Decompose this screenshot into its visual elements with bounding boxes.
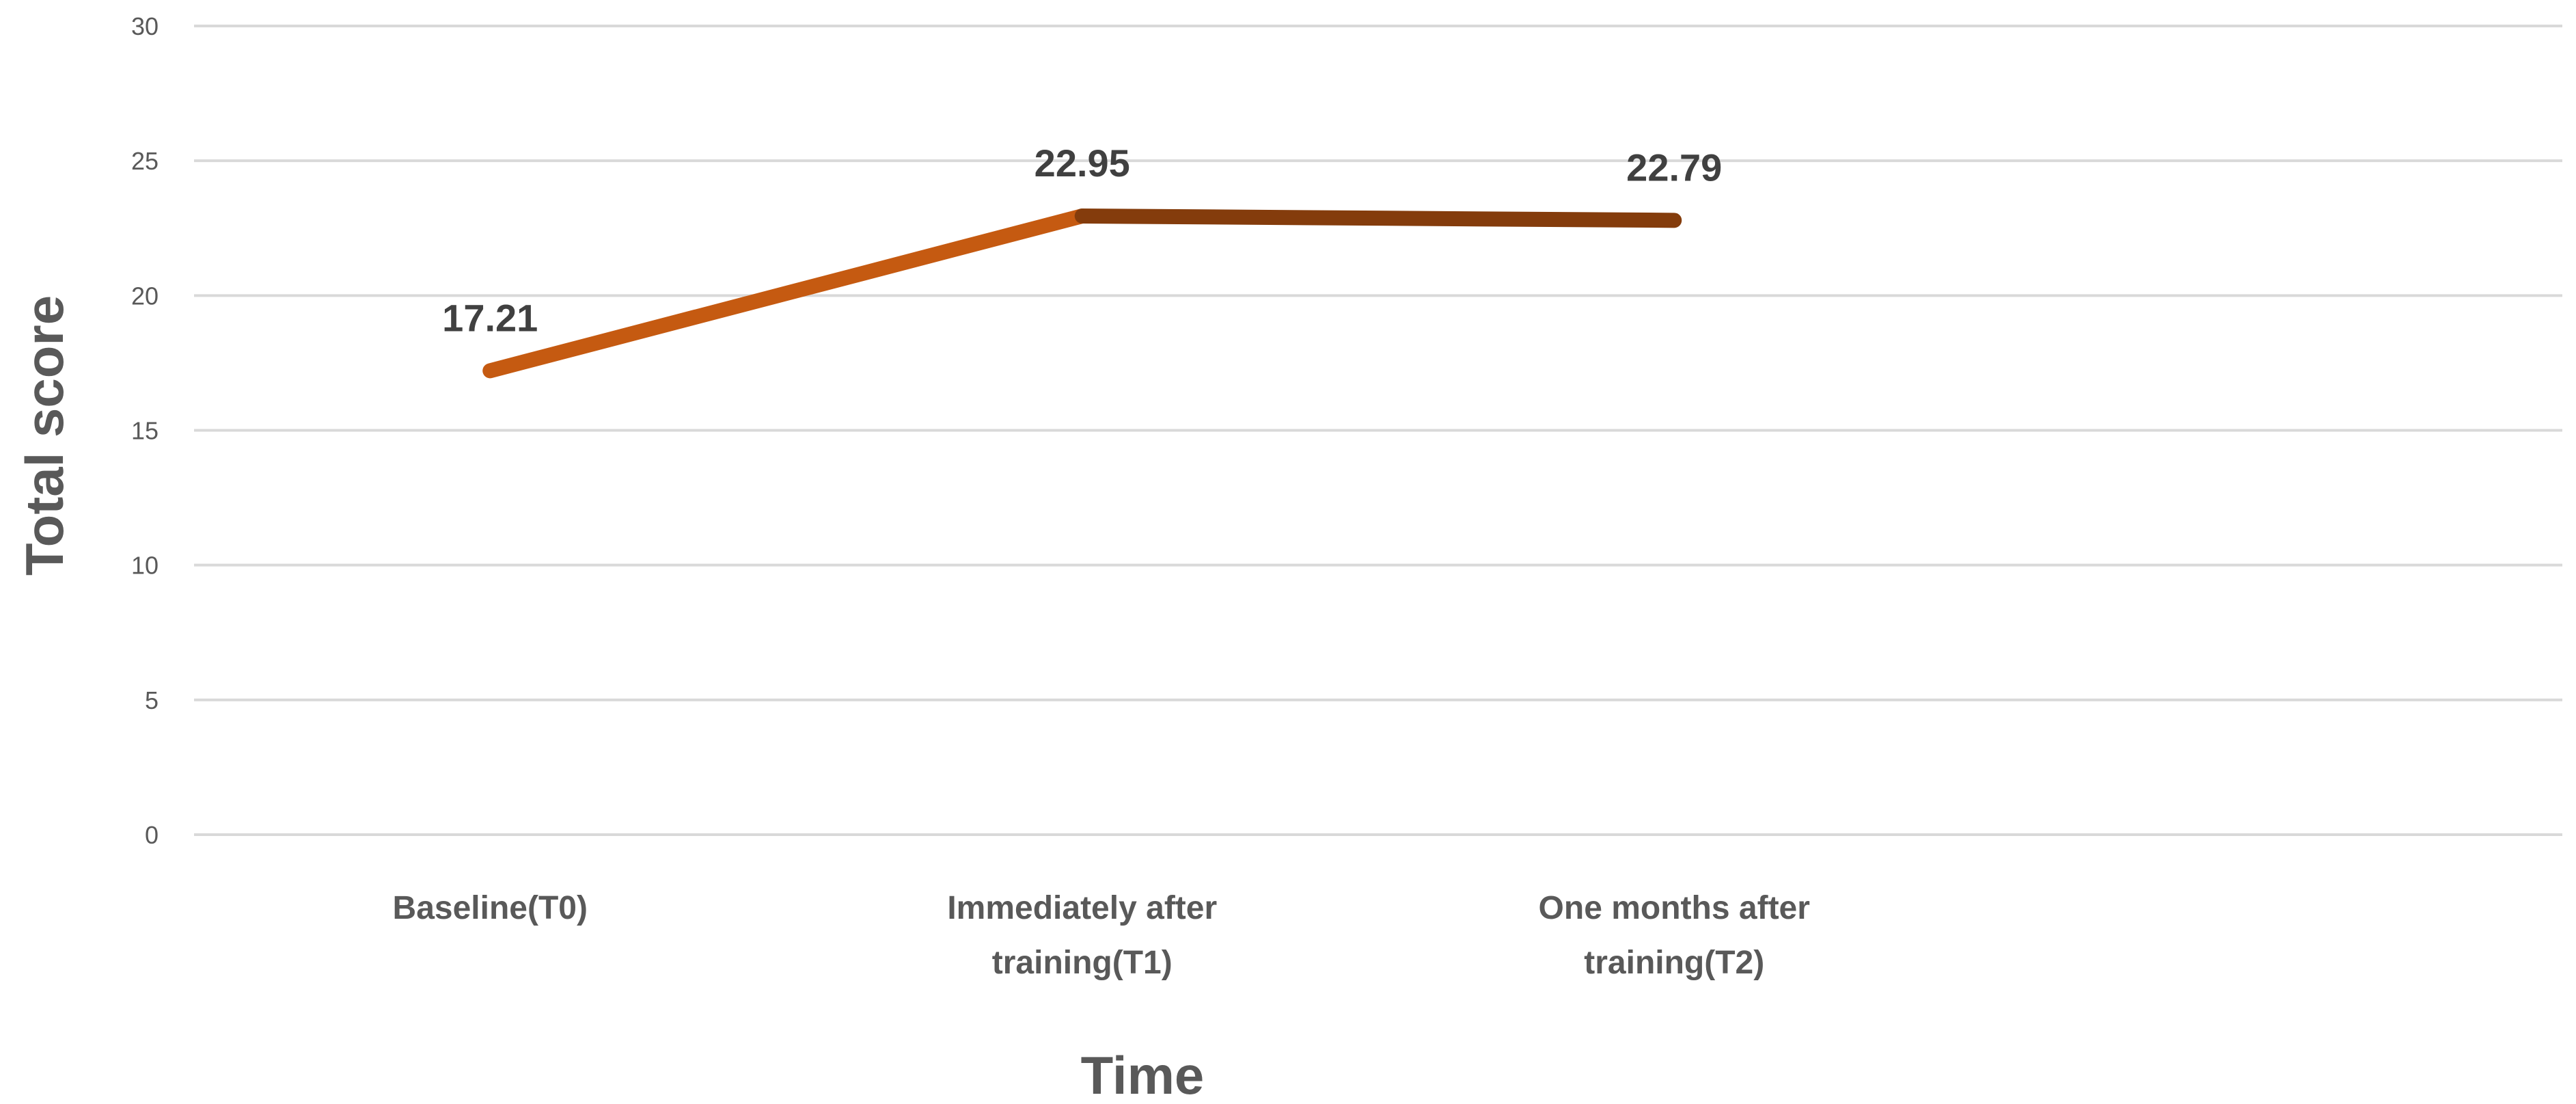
x-category-label: Immediately after [947, 890, 1217, 926]
data-label: 22.95 [1034, 142, 1130, 185]
x-category-labels: Baseline(T0) Immediately after training(T1… [393, 890, 1810, 981]
y-tick-label: 5 [145, 686, 159, 714]
data-label: 17.21 [442, 296, 538, 339]
y-tick-label: 10 [131, 552, 159, 580]
y-tick-label: 15 [131, 417, 159, 445]
gridlines [194, 25, 2562, 836]
x-category-label: training(T1) [992, 945, 1173, 981]
data-label: 22.79 [1626, 146, 1722, 189]
y-tick-labels: 0 5 10 15 20 25 30 [131, 12, 159, 849]
y-tick-label: 30 [131, 12, 159, 40]
data-labels: 17.21 22.95 22.79 [442, 142, 1722, 339]
series-line [482, 208, 1682, 379]
y-tick-label: 20 [131, 282, 159, 310]
y-tick-label: 0 [145, 821, 159, 849]
y-tick-label: 25 [131, 147, 159, 175]
x-category-label: training(T2) [1584, 945, 1764, 981]
x-category-label: Baseline(T0) [393, 890, 588, 926]
line-segment [1074, 208, 1682, 228]
line-segment [482, 208, 1090, 379]
x-category-label: One months after [1539, 890, 1810, 926]
x-axis-title: Time [1081, 1045, 1205, 1104]
y-axis-title: Total score [14, 295, 74, 576]
